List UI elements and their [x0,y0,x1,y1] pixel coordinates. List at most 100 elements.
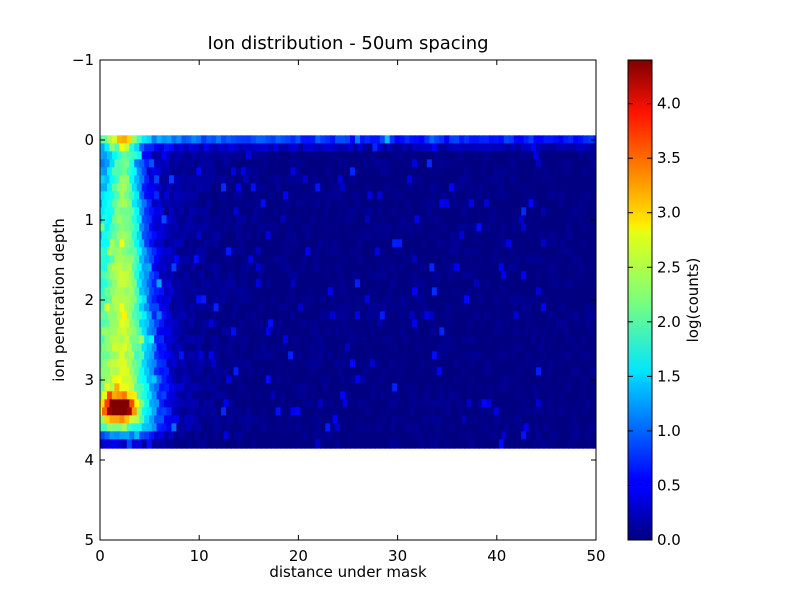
hexbin-cell [134,287,141,297]
hexbin-cell [374,247,381,257]
hexbin-cell [335,295,341,305]
hexbin-cell [280,279,287,289]
hexbin-cell [228,191,235,201]
hexbin-cell [102,167,108,177]
hexbin-cell [216,311,222,321]
hexbin-cell [188,287,195,297]
hexbin-cell [523,327,530,337]
hexbin-cell [126,375,133,385]
hexbin-cell [441,239,448,249]
hexbin-cell [230,151,237,161]
hexbin-cell [362,399,369,409]
hexbin-cell [434,423,441,433]
hexbin-cell [315,247,322,257]
hexbin-cell [516,207,523,217]
hexbin-cell [325,391,332,401]
hexbin-cell [451,415,458,425]
hexbin-cell [392,175,399,185]
hexbin-cell [387,319,394,329]
hexbin-cell [285,135,292,145]
hexbin-cell [131,327,138,337]
hexbin-cell [159,399,165,409]
hexbin-cell [176,311,183,321]
hexbin-cell [573,359,580,369]
hexbin-cell [131,151,138,161]
hexbin-cell [258,191,265,201]
hexbin-cell [478,247,485,257]
hexbin-cell [141,311,148,321]
hexbin-cell [149,271,155,281]
hexbin-cell [310,183,317,193]
hexbin-cell [183,351,190,361]
hexbin-cell [392,223,399,233]
hexbin-cell [350,391,356,401]
hexbin-cell [449,215,456,225]
hexbin-cell [196,199,203,209]
hexbin-cell [327,303,334,313]
hexbin-cell [508,263,515,273]
hexbin-cell [384,343,391,353]
hexbin-cell [531,239,537,249]
hexbin-cell [444,423,451,433]
hexbin-cell [136,135,143,145]
hexbin-cell [260,359,267,369]
hexbin-cell [297,143,304,153]
hexbin-cell [183,175,190,185]
hexbin-cell [168,255,175,265]
hexbin-cell [384,167,391,177]
hexbin-cell [488,295,495,305]
hexbin-cell [513,199,520,209]
hexbin-cell [332,431,339,441]
hexbin-cell [424,183,431,193]
hexbin-cell [540,431,547,441]
hexbin-cell [106,231,113,241]
hexbin-cell [436,351,443,361]
hexbin-cell [265,359,272,369]
hexbin-cell [151,263,158,273]
hexbin-cell [412,335,418,345]
hexbin-cell [585,223,592,233]
hexbin-cell [503,167,510,177]
hexbin-cell [521,287,527,297]
hexbin-cell [464,359,470,369]
hexbin-cell [320,407,327,417]
hexbin-cell [124,415,131,425]
hexbin-cell [558,247,565,257]
hexbin-cell [444,247,451,257]
hexbin-cell [553,167,560,177]
hexbin-cell [540,383,547,393]
hexbin-cell [498,359,505,369]
hexbin-cell [548,359,555,369]
hexbin-cell [305,327,312,337]
hexbin-cell [265,183,272,193]
hexbin-cell [394,183,401,193]
hexbin-cell [270,215,277,225]
hexbin-cell [312,143,319,153]
hexbin-cell [340,167,346,177]
hexbin-cell [191,407,198,417]
hexbin-cell [533,359,540,369]
hexbin-cell [498,135,505,145]
hexbin-cell [478,375,485,385]
hexbin-cell [429,263,436,273]
hexbin-cell [240,295,247,305]
hexbin-cell [238,367,245,377]
hexbin-cell [193,271,200,281]
hexbin-cell [372,399,379,409]
hexbin-cell [533,247,540,257]
hexbin-cell [431,319,438,329]
colorbar-tick-label: 1.5 [657,367,681,385]
hexbin-cell [364,151,371,161]
hexbin-cell [233,399,240,409]
hexbin-cell [394,167,401,177]
hexbin-cell [486,367,493,377]
hexbin-cell [100,231,103,241]
hexbin-cell [364,215,371,225]
hexbin-cell [320,135,327,145]
hexbin-cell [536,159,542,169]
hexbin-cell [466,287,473,297]
hexbin-cell [451,351,458,361]
hexbin-cell [325,263,332,273]
hexbin-cell [109,303,116,313]
hexbin-cell [218,287,225,297]
